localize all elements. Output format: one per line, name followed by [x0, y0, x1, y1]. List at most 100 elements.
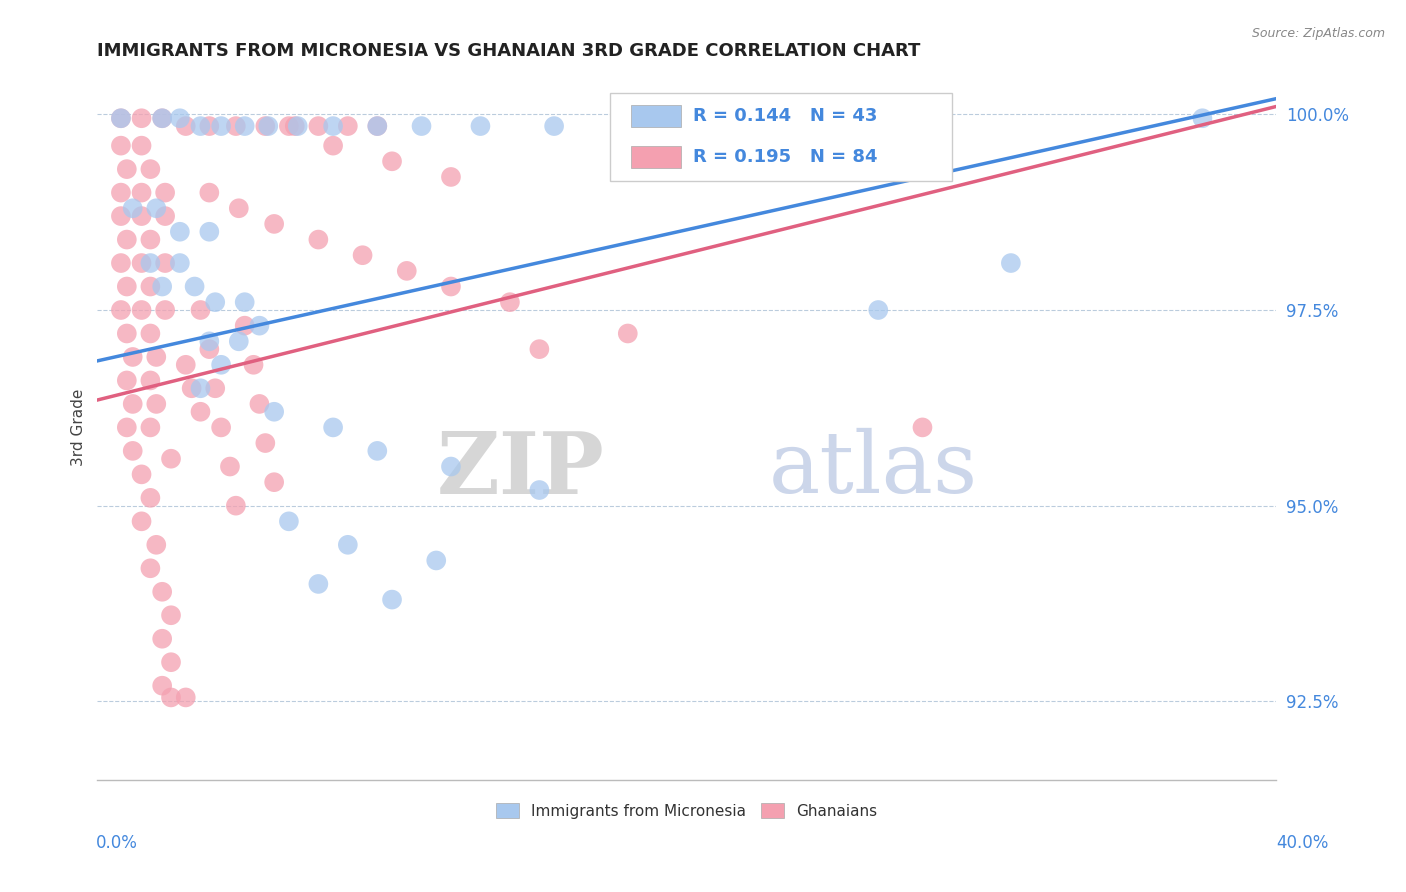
Point	[219, 459, 242, 474]
Point	[440, 169, 463, 184]
Point	[411, 119, 433, 133]
Point	[322, 138, 344, 153]
Text: ZIP: ZIP	[436, 427, 605, 512]
Point	[115, 374, 138, 388]
Point	[440, 279, 463, 293]
Point	[183, 279, 205, 293]
Point	[198, 119, 221, 133]
Point	[150, 584, 173, 599]
Point	[307, 119, 329, 133]
Point	[277, 119, 299, 133]
Point	[110, 138, 132, 153]
Point	[139, 374, 162, 388]
Point	[470, 119, 492, 133]
Point	[209, 358, 232, 372]
Text: Source: ZipAtlas.com: Source: ZipAtlas.com	[1251, 27, 1385, 40]
Point	[352, 248, 374, 262]
Point	[131, 186, 153, 200]
Point	[911, 420, 934, 434]
Text: atlas: atlas	[769, 428, 979, 511]
Point	[543, 119, 565, 133]
Point	[868, 303, 890, 318]
Point	[139, 491, 162, 505]
FancyBboxPatch shape	[631, 104, 681, 128]
Point	[381, 592, 404, 607]
Point	[263, 217, 285, 231]
Point	[131, 209, 153, 223]
Point	[110, 112, 132, 126]
Point	[529, 483, 551, 497]
Point	[110, 303, 132, 318]
Point	[425, 553, 447, 567]
Text: R = 0.144   N = 43: R = 0.144 N = 43	[693, 107, 877, 125]
Point	[115, 326, 138, 341]
Point	[336, 119, 359, 133]
Point	[225, 119, 247, 133]
Point	[115, 233, 138, 247]
Point	[139, 233, 162, 247]
Point	[145, 350, 167, 364]
Point	[1000, 256, 1022, 270]
Point	[198, 334, 221, 349]
Point	[209, 420, 232, 434]
Point	[631, 119, 654, 133]
Point	[249, 397, 271, 411]
Point	[209, 119, 232, 133]
Point	[204, 381, 226, 395]
Point	[160, 655, 183, 669]
Point	[131, 514, 153, 528]
Point	[254, 119, 277, 133]
Point	[115, 420, 138, 434]
Point	[233, 119, 256, 133]
Point	[1191, 112, 1213, 126]
Point	[322, 420, 344, 434]
Point	[153, 303, 176, 318]
Point	[233, 295, 256, 310]
Point	[263, 405, 285, 419]
Point	[720, 119, 742, 133]
Point	[110, 186, 132, 200]
Point	[131, 256, 153, 270]
Point	[263, 475, 285, 490]
Point	[204, 295, 226, 310]
Point	[254, 436, 277, 450]
Point	[153, 256, 176, 270]
Point	[284, 119, 307, 133]
Point	[499, 295, 522, 310]
Text: 0.0%: 0.0%	[96, 834, 138, 852]
Point	[160, 451, 183, 466]
Point	[139, 326, 162, 341]
Point	[145, 201, 167, 215]
Point	[190, 405, 212, 419]
Point	[174, 119, 197, 133]
Text: 40.0%: 40.0%	[1277, 834, 1329, 852]
Point	[150, 632, 173, 646]
Point	[121, 443, 143, 458]
Point	[115, 162, 138, 177]
Point	[228, 334, 250, 349]
Point	[242, 358, 264, 372]
Point	[395, 264, 418, 278]
Point	[249, 318, 271, 333]
Point	[150, 679, 173, 693]
Point	[110, 209, 132, 223]
Point	[366, 119, 388, 133]
Point	[381, 154, 404, 169]
Point	[233, 318, 256, 333]
Point	[139, 279, 162, 293]
Point	[277, 514, 299, 528]
Point	[131, 112, 153, 126]
Text: IMMIGRANTS FROM MICRONESIA VS GHANAIAN 3RD GRADE CORRELATION CHART: IMMIGRANTS FROM MICRONESIA VS GHANAIAN 3…	[97, 42, 921, 60]
Point	[153, 186, 176, 200]
Point	[198, 186, 221, 200]
Point	[198, 342, 221, 356]
Point	[145, 538, 167, 552]
Point	[131, 138, 153, 153]
Point	[174, 358, 197, 372]
Point	[121, 350, 143, 364]
Point	[150, 112, 173, 126]
Legend: Immigrants from Micronesia, Ghanaians: Immigrants from Micronesia, Ghanaians	[489, 797, 884, 825]
Point	[160, 608, 183, 623]
Point	[440, 459, 463, 474]
Point	[287, 119, 309, 133]
